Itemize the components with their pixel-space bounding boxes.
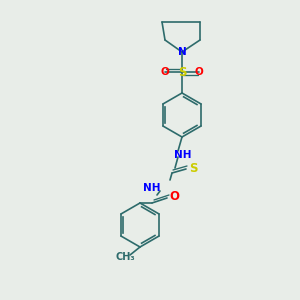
- Text: NH: NH: [174, 150, 191, 160]
- Text: S: S: [189, 161, 197, 175]
- Text: O: O: [160, 67, 169, 77]
- Text: O: O: [195, 67, 203, 77]
- Text: N: N: [178, 47, 186, 57]
- Text: S: S: [178, 65, 186, 79]
- Text: NH: NH: [142, 183, 160, 193]
- Text: CH₃: CH₃: [115, 252, 135, 262]
- Text: O: O: [169, 190, 179, 202]
